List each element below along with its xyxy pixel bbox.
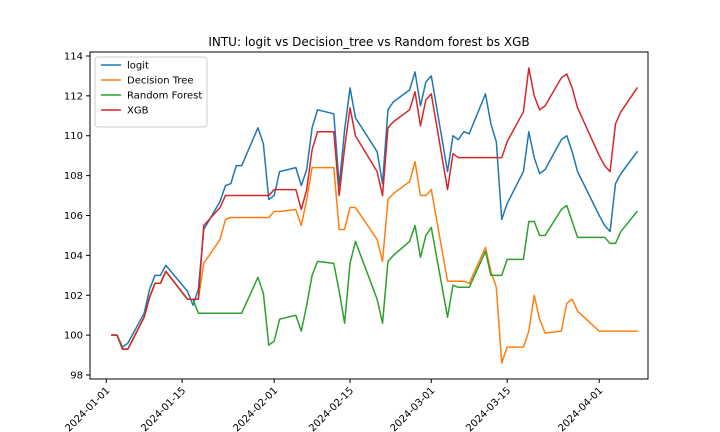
x-tick-label-5: 2024-03-15 [464, 385, 513, 432]
series-layer [110, 67, 638, 364]
x-tick-label-0: 2024-01-01 [63, 385, 112, 432]
legend-label-0: logit [127, 61, 149, 72]
x-tick-label-3: 2024-02-15 [307, 385, 356, 432]
legend-label-3: XGB [127, 106, 149, 117]
chart-title: INTU: logit vs Decision_tree vs Random f… [208, 35, 529, 49]
x-tick-label-6: 2024-04-01 [556, 385, 605, 432]
legend-label-1: Decision Tree [127, 76, 194, 87]
x-tick-label-4: 2024-03-01 [389, 385, 438, 432]
legend: logit Decision Tree Random Forest XGB [94, 56, 208, 128]
y-tick-label-2: 102 [64, 291, 83, 302]
y-tick-label-5: 108 [64, 171, 83, 182]
x-axis: 2024-01-01 2024-01-15 2024-02-01 2024-02-15… [63, 379, 605, 432]
series-line-1 [110, 160, 638, 364]
y-tick-label-3: 104 [64, 251, 83, 262]
x-tick-label-2: 2024-02-01 [231, 385, 280, 432]
series-line-3 [110, 67, 638, 350]
series-line-2 [110, 204, 638, 350]
y-axis: 98 100 102 104 106 108 110 112 114 [64, 51, 90, 382]
x-tick-label-1: 2024-01-15 [139, 385, 188, 432]
y-tick-label-0: 98 [70, 371, 83, 382]
legend-box [94, 56, 208, 128]
legend-label-2: Random Forest [127, 91, 202, 102]
y-tick-label-7: 112 [64, 91, 83, 102]
y-tick-label-4: 106 [64, 211, 83, 222]
y-tick-label-8: 114 [64, 51, 83, 62]
y-tick-label-1: 100 [64, 331, 83, 342]
y-tick-label-6: 110 [64, 131, 83, 142]
